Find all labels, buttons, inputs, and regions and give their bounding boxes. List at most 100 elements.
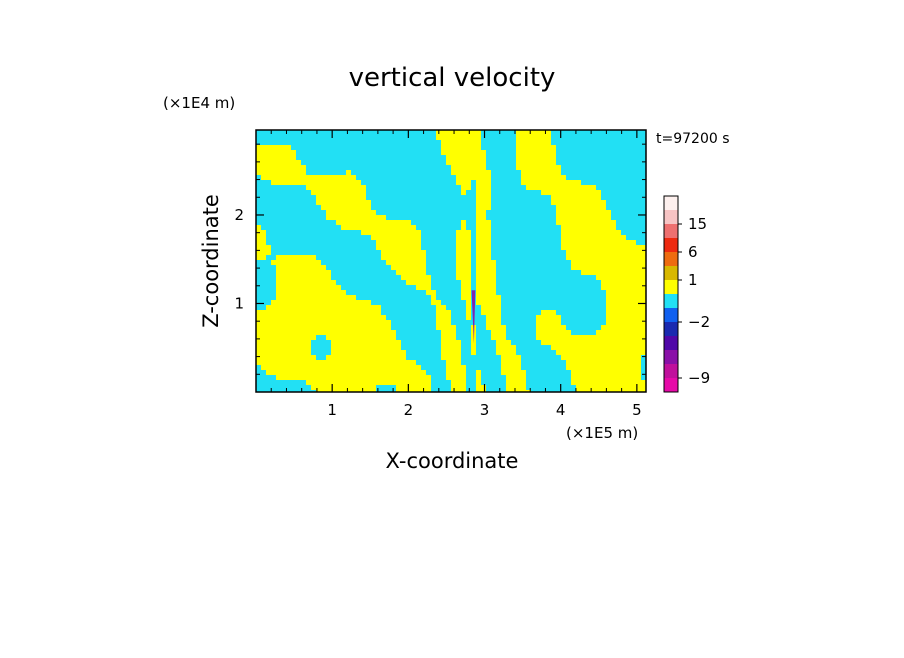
positive-cell — [551, 195, 601, 200]
positive-cell — [436, 320, 451, 325]
positive-cell — [276, 275, 331, 280]
positive-cell — [256, 330, 396, 335]
positive-cell — [516, 160, 556, 165]
positive-cell — [436, 315, 451, 320]
positive-cell — [476, 225, 491, 230]
positive-cell — [551, 345, 646, 350]
positive-cell — [441, 330, 456, 335]
positive-cell — [561, 245, 646, 250]
y-axis: 12 — [234, 143, 646, 375]
positive-cell — [316, 200, 371, 205]
positive-cell — [516, 150, 556, 155]
positive-cell — [476, 275, 496, 280]
positive-cell — [476, 240, 491, 245]
positive-cell — [461, 280, 471, 285]
colorbar-tick-label: 15 — [688, 215, 707, 233]
positive-cell — [556, 220, 616, 225]
x-unit-label: (×1E5 m) — [566, 424, 638, 442]
jet-core — [471, 290, 476, 344]
positive-cell — [541, 190, 601, 195]
positive-cell — [271, 260, 321, 265]
colorbar-segment — [664, 336, 678, 350]
positive-cell — [516, 145, 556, 150]
positive-cell — [606, 295, 646, 300]
colorbar-tick-label: 6 — [688, 243, 698, 261]
positive-cell — [316, 390, 376, 392]
positive-cell — [481, 305, 501, 310]
colorbar-segment — [664, 280, 678, 294]
positive-cell — [606, 300, 646, 305]
positive-cell — [466, 315, 471, 320]
colorbar-tick-label: 1 — [688, 271, 698, 289]
x-axis: 1 2 3 4 5 — [270, 130, 642, 419]
positive-cell — [541, 310, 556, 315]
positive-cell — [491, 330, 506, 335]
positive-cell — [476, 200, 491, 205]
colorbar-segment — [664, 378, 678, 392]
positive-cell — [461, 190, 466, 195]
positive-cell — [471, 350, 476, 355]
positive-cell — [376, 240, 421, 245]
positive-cell — [256, 145, 291, 150]
positive-cell — [456, 250, 471, 255]
positive-cell — [561, 225, 616, 230]
positive-cell — [256, 360, 416, 365]
positive-cell — [441, 335, 456, 340]
positive-cell — [276, 285, 341, 290]
positive-cell — [406, 280, 431, 285]
positive-cell — [536, 320, 561, 325]
positive-cell — [441, 345, 461, 350]
positive-cell — [566, 365, 641, 370]
positive-cell — [276, 255, 316, 260]
positive-cell — [576, 385, 646, 390]
positive-cell — [476, 265, 496, 270]
positive-cell — [476, 300, 501, 305]
colorbar-tick-label: −9 — [688, 369, 710, 387]
positive-cell — [256, 235, 266, 240]
positive-cell — [516, 155, 556, 160]
positive-cell — [556, 215, 611, 220]
positive-cell — [451, 380, 466, 385]
positive-cell — [556, 210, 611, 215]
y-axis-label: Z-coordinate — [199, 194, 223, 328]
positive-cell — [261, 365, 421, 370]
x-axis-label: X-coordinate — [386, 449, 519, 473]
positive-cell — [606, 315, 646, 320]
positive-cell — [581, 270, 646, 275]
positive-cell — [496, 345, 516, 350]
y-unit-label: (×1E4 m) — [163, 94, 235, 112]
positive-cell — [596, 330, 646, 335]
positive-cell — [566, 250, 646, 255]
positive-cell — [256, 350, 311, 355]
positive-cell — [481, 310, 501, 315]
colorbar-segment — [664, 322, 678, 336]
positive-cell — [466, 310, 471, 315]
positive-cell — [476, 230, 491, 235]
positive-cell — [571, 260, 646, 265]
positive-cell — [486, 315, 501, 320]
y-tick-label: 2 — [234, 206, 244, 224]
positive-cell — [486, 325, 506, 330]
positive-cell — [276, 295, 356, 300]
positive-cell — [451, 170, 491, 175]
positive-cell — [456, 175, 491, 180]
positive-cell — [461, 295, 471, 300]
positive-cell — [601, 280, 646, 285]
colorbar-segment — [664, 238, 678, 252]
positive-cell — [461, 220, 466, 225]
positive-cell — [606, 290, 646, 295]
positive-cell — [456, 260, 471, 265]
positive-cell — [266, 370, 426, 375]
positive-cell — [276, 375, 431, 380]
positive-cell — [256, 335, 316, 340]
positive-cell — [506, 390, 531, 392]
positive-cell — [561, 230, 621, 235]
positive-cell — [476, 210, 486, 215]
positive-cell — [476, 180, 491, 185]
positive-cell — [256, 170, 306, 175]
positive-cell — [256, 225, 261, 230]
positive-cell — [276, 290, 346, 295]
colorbar: 15 6 1 −2 −9 — [663, 195, 710, 393]
positive-cell — [561, 240, 636, 245]
positive-cell — [536, 325, 566, 330]
